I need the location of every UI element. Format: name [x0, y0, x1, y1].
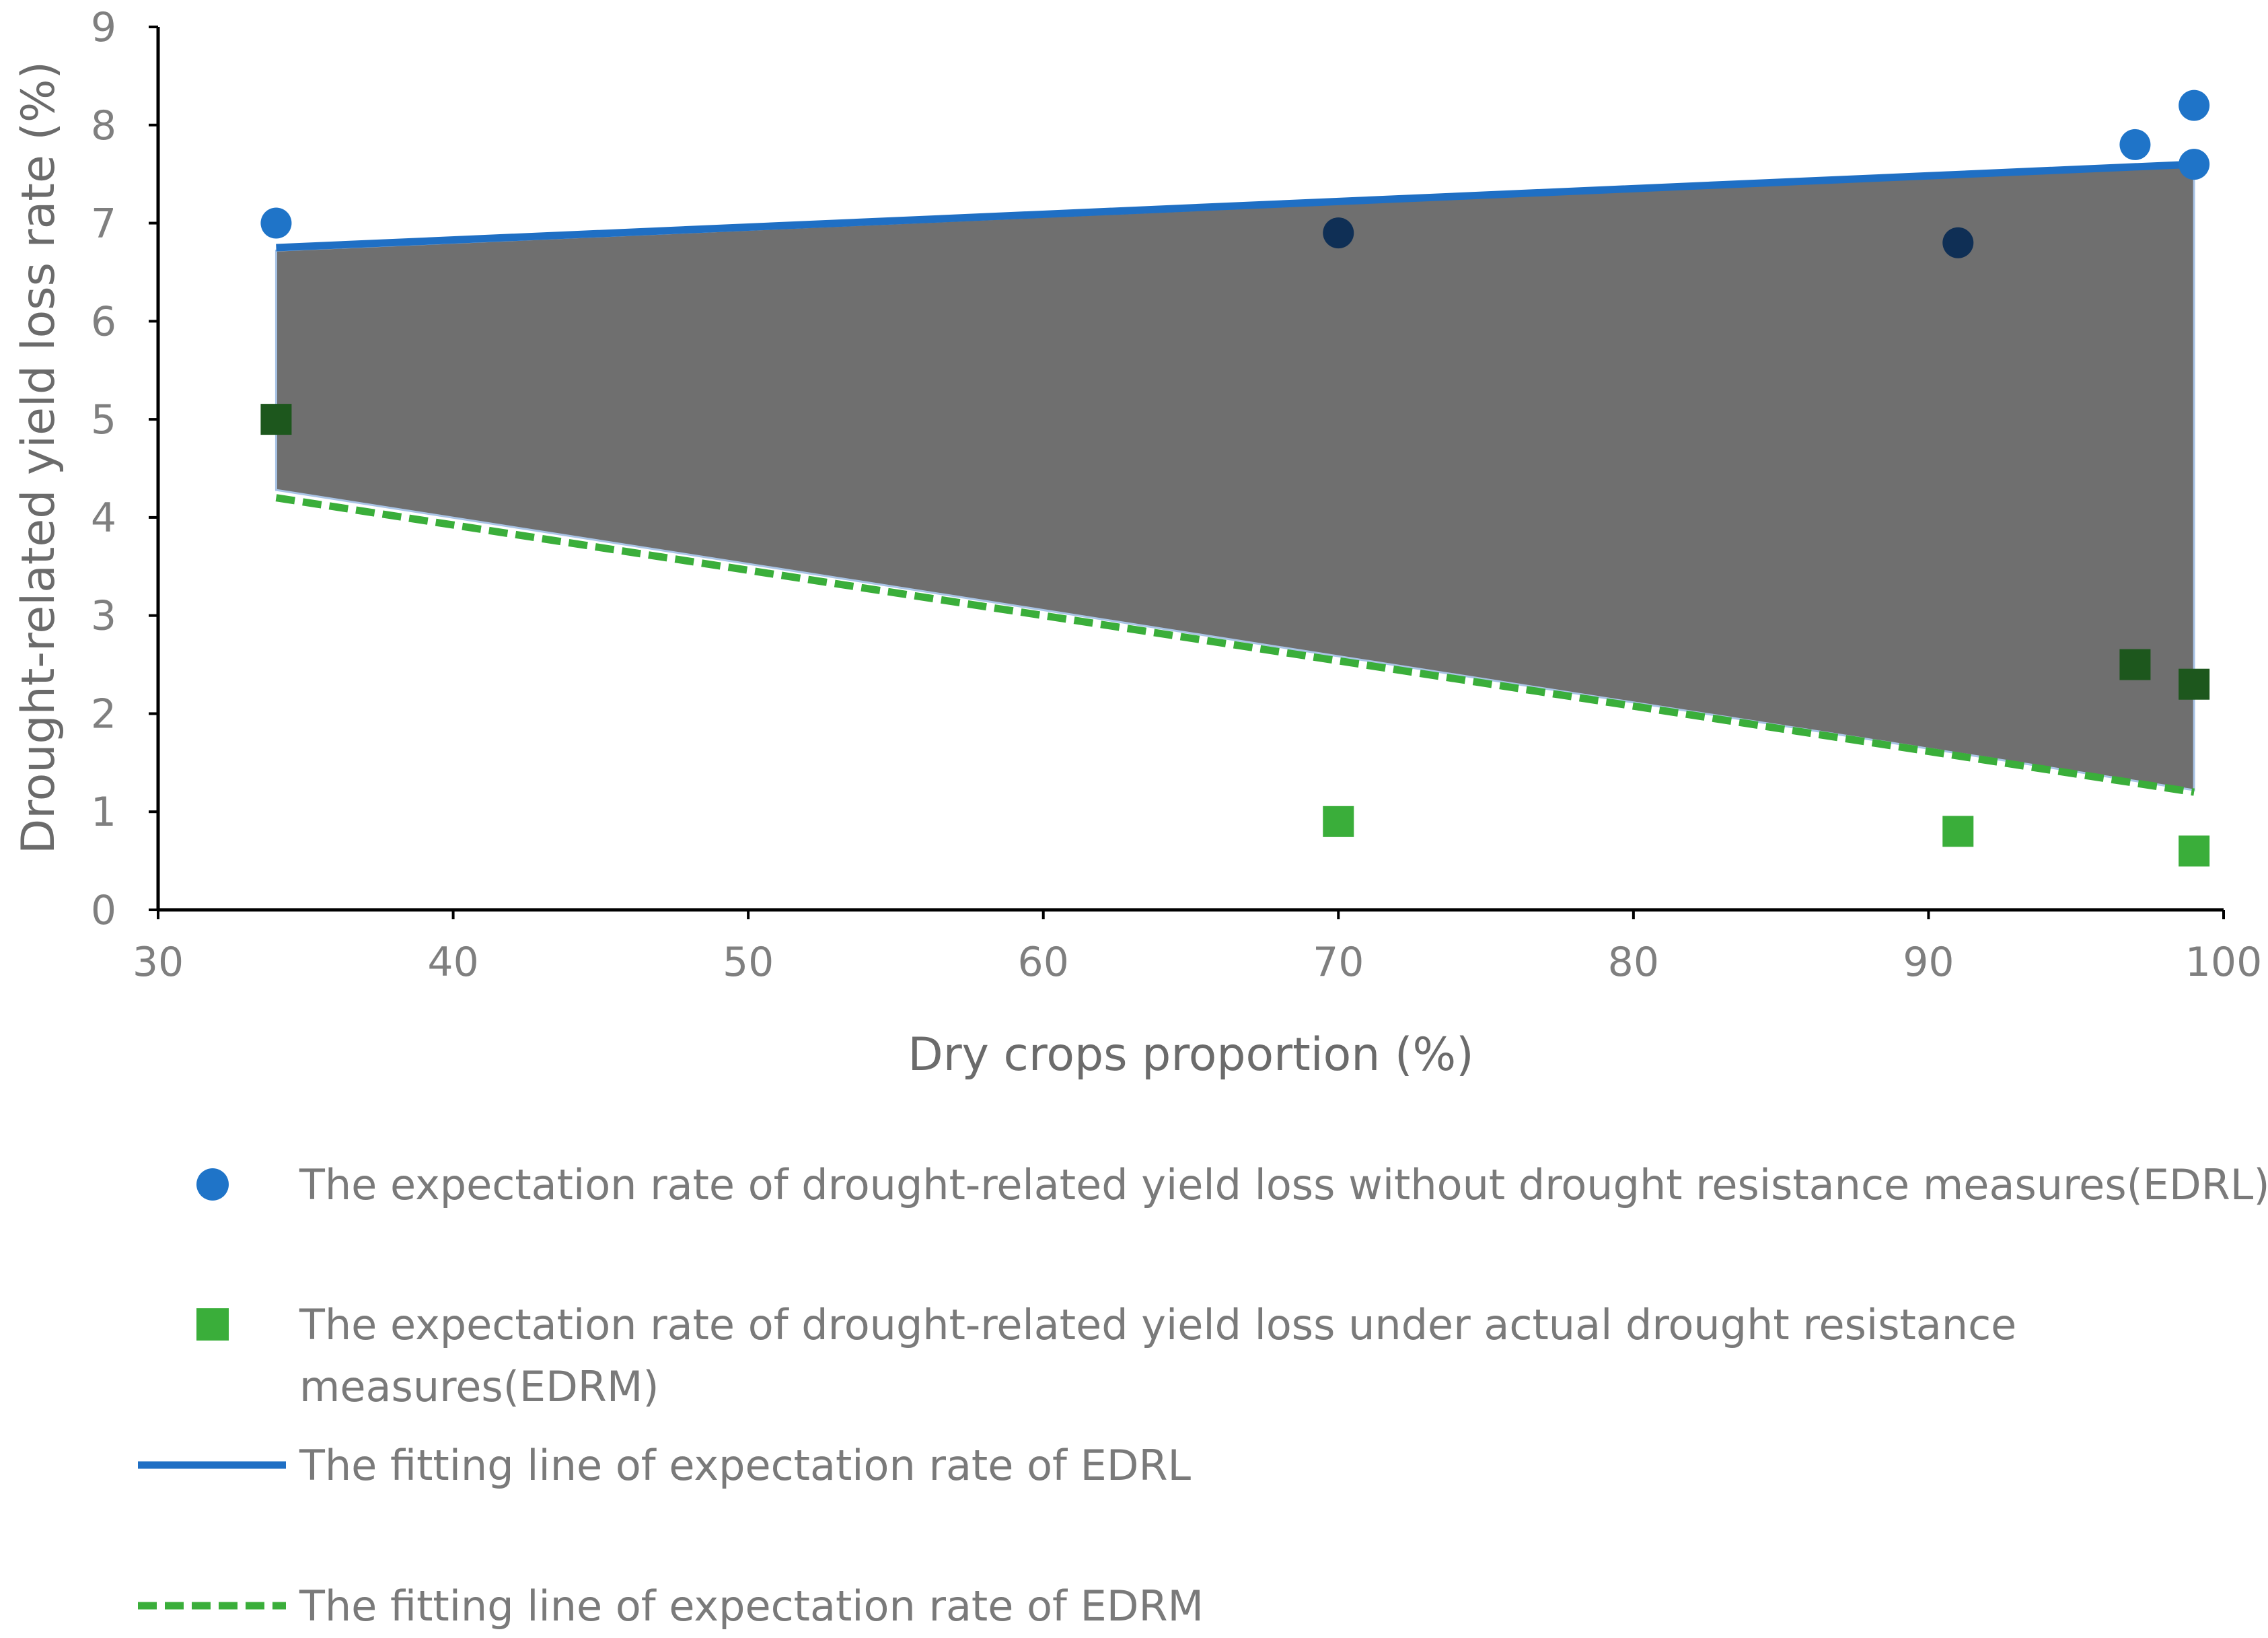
legend-label: The expectation rate of drought-related …	[299, 1300, 2016, 1349]
legend: The expectation rate of drought-related …	[138, 1160, 2268, 1631]
legend-label: The expectation rate of drought-related …	[299, 1160, 2268, 1209]
y-tick-label: 1	[91, 789, 116, 836]
legend-entry: The fitting line of expectation rate of …	[138, 1581, 1204, 1631]
y-tick-label: 3	[91, 593, 116, 640]
x-tick-label: 90	[1903, 939, 1954, 986]
edrl-point	[2119, 129, 2151, 160]
x-ticks: 30 40 50 60 70 80 90 100	[133, 910, 2262, 986]
edrm-point	[1942, 816, 1974, 847]
edrl-point	[1323, 217, 1354, 249]
legend-entry: The expectation rate of drought-related …	[196, 1300, 2016, 1411]
y-tick-label: 0	[91, 887, 116, 934]
edrm-point	[260, 404, 292, 435]
y-tick-label: 4	[91, 495, 116, 542]
edrl-point	[2179, 90, 2210, 121]
edrl-fit-line	[276, 160, 2195, 252]
edrm-point	[2179, 835, 2210, 867]
legend-entry: The expectation rate of drought-related …	[196, 1160, 2268, 1209]
legend-entry: The fitting line of expectation rate of …	[138, 1441, 1192, 1490]
edrm-point	[2119, 649, 2151, 680]
x-axis-title: Dry crops proportion (%)	[908, 1028, 1473, 1081]
legend-label: measures(EDRM)	[299, 1362, 659, 1411]
axes	[156, 27, 2224, 912]
x-tick-label: 50	[723, 939, 774, 986]
y-tick-label: 6	[91, 298, 116, 345]
confidence-band-layer	[275, 165, 2195, 791]
y-ticks: 0 1 2 3 4 5 6 7 8 9	[91, 4, 158, 934]
legend-circle-marker	[196, 1168, 229, 1201]
edrl-point	[1942, 227, 1974, 258]
edrl-point	[2179, 149, 2210, 180]
edrm-point	[1323, 806, 1354, 837]
data-points-layer	[260, 90, 2210, 867]
edrm-fit-line	[275, 494, 2195, 796]
y-tick-label: 5	[91, 396, 116, 443]
legend-label: The fitting line of expectation rate of …	[299, 1441, 1192, 1490]
shaded-band	[275, 165, 2195, 791]
fit-lines-layer	[275, 160, 2195, 796]
edrl-point	[260, 207, 292, 239]
legend-square-marker	[196, 1308, 229, 1341]
legend-label: The fitting line of expectation rate of …	[299, 1581, 1204, 1631]
x-tick-label: 60	[1018, 939, 1069, 986]
edrm-point	[2179, 668, 2210, 700]
x-tick-label: 30	[133, 939, 184, 986]
y-tick-label: 7	[91, 201, 116, 248]
x-tick-label: 100	[2185, 939, 2263, 986]
y-axis-title: Drought-related yield loss rate (%)	[12, 61, 65, 854]
y-tick-label: 8	[91, 102, 116, 149]
y-tick-label: 2	[91, 690, 116, 738]
x-tick-label: 40	[427, 939, 478, 986]
x-tick-label: 70	[1313, 939, 1364, 986]
x-tick-label: 80	[1608, 939, 1659, 986]
y-tick-label: 9	[91, 4, 116, 51]
